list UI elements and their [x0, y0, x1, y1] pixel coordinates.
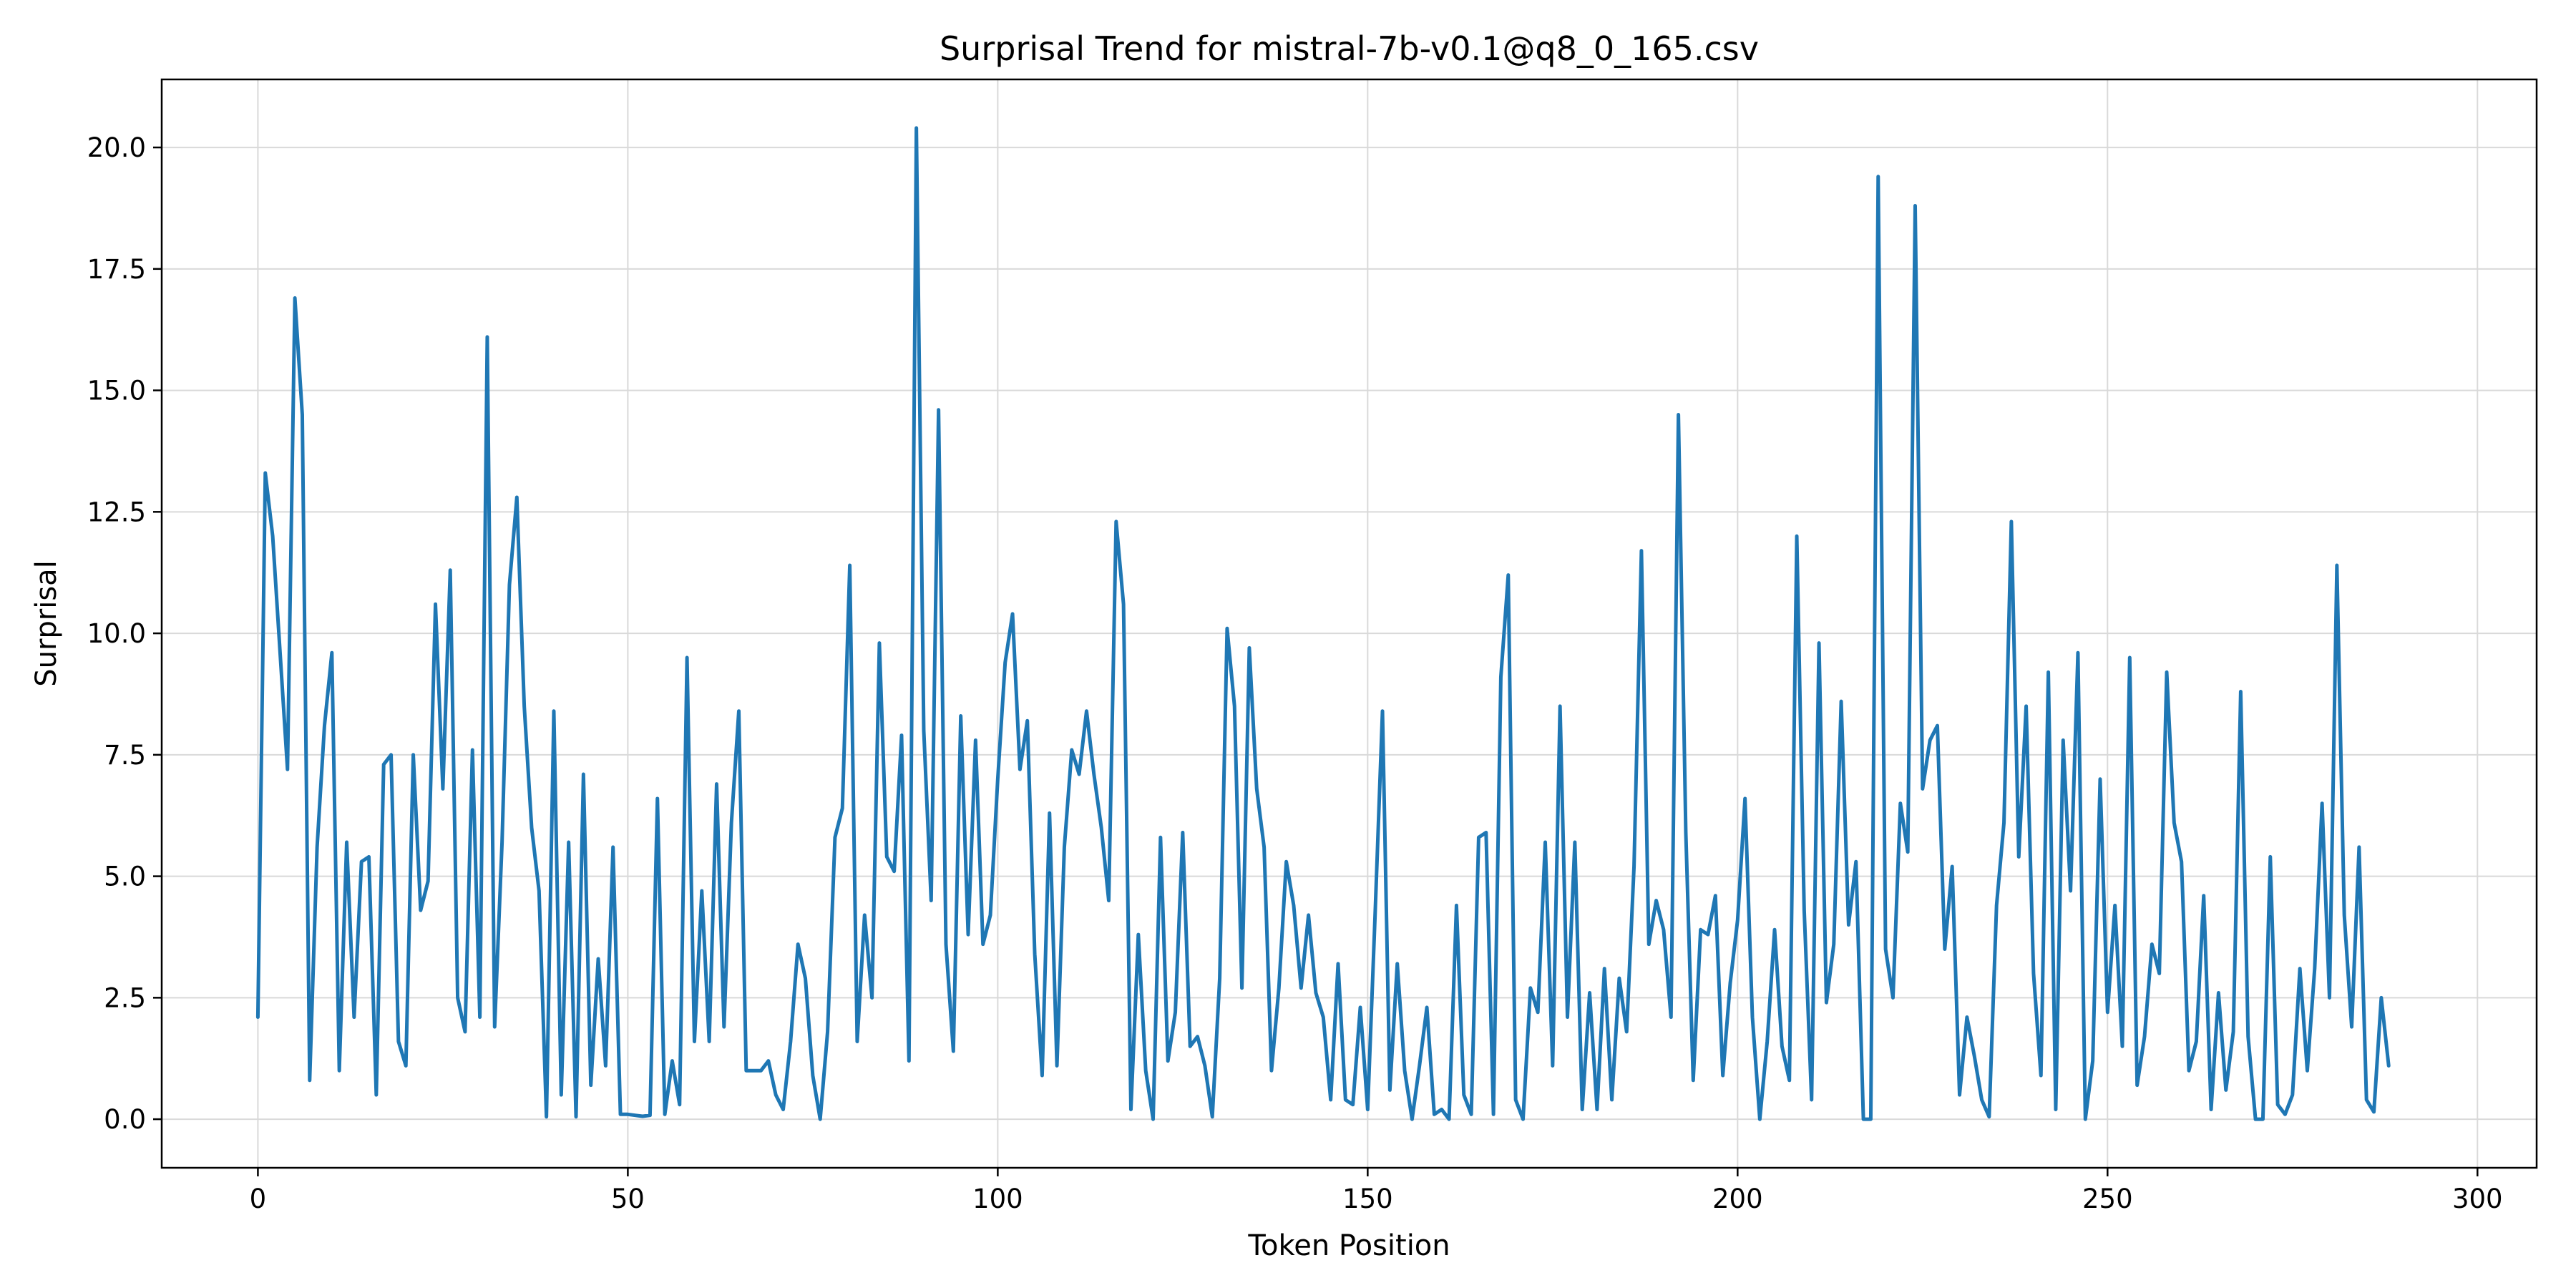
grid	[162, 79, 2537, 1168]
x-tick-label: 300	[2452, 1184, 2503, 1214]
y-tick-label: 20.0	[87, 132, 146, 163]
y-tick-label: 17.5	[87, 254, 146, 285]
y-tick-label: 5.0	[104, 862, 146, 892]
x-tick-label: 0	[250, 1184, 267, 1214]
surprisal-series-line	[255, 126, 2391, 1121]
x-tick-label: 200	[1712, 1184, 1763, 1214]
y-tick-label: 2.5	[104, 982, 146, 1013]
y-axis-title: Surprisal	[30, 560, 63, 687]
x-tick-label: 150	[1342, 1184, 1393, 1214]
axes: 0 50 100 150 200 250 300 0.0 2.5 5.0 7.5 10.0 12.5 15…	[87, 78, 2538, 1214]
plot-frame	[160, 78, 2538, 1169]
x-tick-label: 250	[2082, 1184, 2133, 1214]
y-tick-label: 15.0	[87, 376, 146, 406]
x-tick-label: 100	[972, 1184, 1023, 1214]
chart-title: Surprisal Trend for mistral-7b-v0.1@q8_0…	[940, 29, 1759, 68]
x-axis-title: Token Position	[1247, 1229, 1450, 1262]
y-tick-label: 10.0	[87, 618, 146, 649]
plot-area	[255, 126, 2391, 1121]
y-tick-label: 0.0	[104, 1104, 146, 1135]
x-tick-label: 50	[611, 1184, 645, 1214]
y-tick-label: 7.5	[104, 740, 146, 771]
y-tick-label: 12.5	[87, 497, 146, 527]
